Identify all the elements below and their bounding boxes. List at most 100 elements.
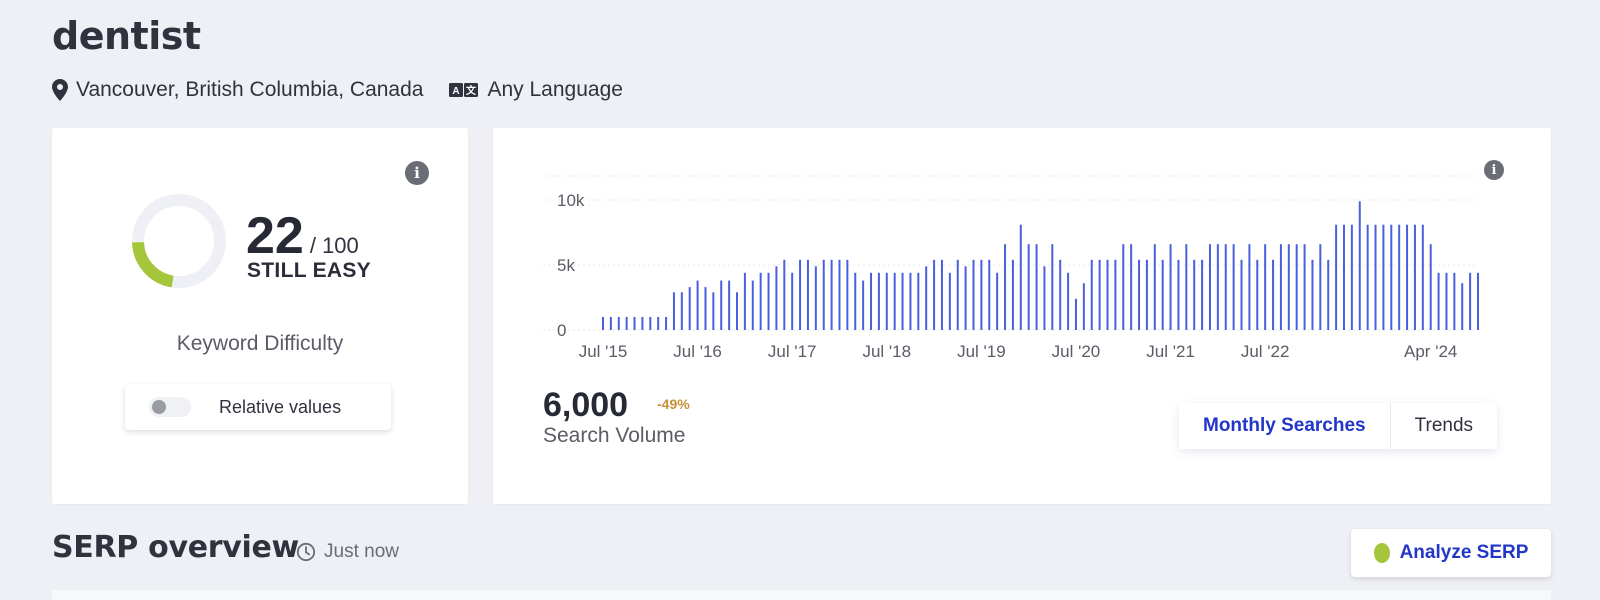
volume-bar[interactable] xyxy=(1335,224,1338,330)
volume-bar[interactable] xyxy=(657,317,660,330)
volume-bar[interactable] xyxy=(1437,272,1440,330)
volume-bar[interactable] xyxy=(1153,244,1156,330)
volume-bar[interactable] xyxy=(743,272,746,330)
volume-bar[interactable] xyxy=(1311,259,1314,330)
volume-bar[interactable] xyxy=(696,280,699,330)
volume-bar[interactable] xyxy=(1342,224,1345,330)
volume-bar[interactable] xyxy=(1161,259,1164,330)
volume-bar[interactable] xyxy=(1027,244,1030,330)
volume-bar[interactable] xyxy=(767,272,770,330)
volume-bar[interactable] xyxy=(609,317,612,330)
volume-bar[interactable] xyxy=(688,287,691,330)
volume-bar[interactable] xyxy=(649,317,652,330)
volume-bar[interactable] xyxy=(909,272,912,330)
volume-bar[interactable] xyxy=(1445,272,1448,330)
volume-bar[interactable] xyxy=(1019,224,1022,330)
volume-bar[interactable] xyxy=(1138,259,1141,330)
volume-bar[interactable] xyxy=(996,272,999,330)
volume-bar[interactable] xyxy=(806,259,809,330)
volume-bar[interactable] xyxy=(1177,259,1180,330)
volume-bar[interactable] xyxy=(1145,259,1148,330)
volume-bar[interactable] xyxy=(1319,244,1322,330)
volume-bar[interactable] xyxy=(1453,272,1456,330)
volume-bar[interactable] xyxy=(893,272,896,330)
volume-bar[interactable] xyxy=(956,259,959,330)
volume-bar[interactable] xyxy=(602,317,604,330)
volume-bar[interactable] xyxy=(783,259,786,330)
volume-bar[interactable] xyxy=(1421,224,1424,330)
volume-bar[interactable] xyxy=(1429,244,1432,330)
volume-bar[interactable] xyxy=(1106,259,1109,330)
volume-bar[interactable] xyxy=(775,266,778,330)
tab-trends[interactable]: Trends xyxy=(1390,403,1498,449)
relative-values-toggle[interactable]: Relative values xyxy=(125,384,391,430)
volume-bar[interactable] xyxy=(1090,259,1093,330)
volume-bar[interactable] xyxy=(1201,259,1204,330)
volume-bar[interactable] xyxy=(672,292,675,330)
volume-bar[interactable] xyxy=(1358,201,1361,330)
volume-bar[interactable] xyxy=(1461,283,1464,330)
volume-bar[interactable] xyxy=(948,272,951,330)
volume-bar[interactable] xyxy=(1295,244,1298,330)
tab-monthly-searches[interactable]: Monthly Searches xyxy=(1179,403,1391,449)
volume-bar[interactable] xyxy=(1264,244,1267,330)
info-icon[interactable]: i xyxy=(1484,160,1504,180)
volume-bar[interactable] xyxy=(1398,224,1401,330)
volume-bar[interactable] xyxy=(736,292,739,330)
volume-bar[interactable] xyxy=(885,272,888,330)
volume-bar[interactable] xyxy=(822,259,825,330)
volume-bar[interactable] xyxy=(1469,272,1472,330)
volume-bar[interactable] xyxy=(917,272,920,330)
volume-bar[interactable] xyxy=(799,259,802,330)
volume-bar[interactable] xyxy=(1390,224,1393,330)
volume-bar[interactable] xyxy=(862,280,865,330)
volume-bar[interactable] xyxy=(1035,244,1038,330)
volume-bar[interactable] xyxy=(1248,244,1251,330)
volume-bar[interactable] xyxy=(1272,259,1275,330)
volume-bar[interactable] xyxy=(972,259,975,330)
volume-bar[interactable] xyxy=(625,317,628,330)
volume-bar[interactable] xyxy=(633,317,636,330)
volume-bar[interactable] xyxy=(1256,259,1259,330)
volume-bar[interactable] xyxy=(1122,244,1125,330)
volume-bar[interactable] xyxy=(1169,244,1172,330)
volume-bar[interactable] xyxy=(1477,272,1479,330)
volume-bar[interactable] xyxy=(870,272,873,330)
volume-bar[interactable] xyxy=(1303,244,1306,330)
volume-bar[interactable] xyxy=(1082,283,1085,330)
volume-bar[interactable] xyxy=(1011,259,1014,330)
volume-bar[interactable] xyxy=(712,292,715,330)
volume-bar[interactable] xyxy=(1051,244,1054,330)
volume-bar[interactable] xyxy=(1382,224,1385,330)
volume-bar[interactable] xyxy=(1240,259,1243,330)
volume-bar[interactable] xyxy=(1327,259,1330,330)
volume-bar[interactable] xyxy=(1114,259,1117,330)
volume-bar[interactable] xyxy=(901,272,904,330)
volume-bar[interactable] xyxy=(830,259,833,330)
volume-bar[interactable] xyxy=(1374,224,1377,330)
analyze-serp-button[interactable]: Analyze SERP xyxy=(1351,529,1551,577)
volume-bar[interactable] xyxy=(846,259,849,330)
volume-bar[interactable] xyxy=(720,280,723,330)
volume-bar[interactable] xyxy=(617,317,620,330)
volume-bar[interactable] xyxy=(665,317,668,330)
volume-bar[interactable] xyxy=(1067,272,1070,330)
volume-bar[interactable] xyxy=(1287,244,1290,330)
volume-bar[interactable] xyxy=(980,259,983,330)
volume-bar[interactable] xyxy=(1004,244,1007,330)
volume-bar[interactable] xyxy=(877,272,880,330)
volume-bar[interactable] xyxy=(1224,244,1227,330)
volume-bar[interactable] xyxy=(704,287,707,330)
volume-bar[interactable] xyxy=(925,266,928,330)
volume-bar[interactable] xyxy=(1130,244,1133,330)
volume-bar[interactable] xyxy=(791,272,794,330)
toggle-switch[interactable] xyxy=(149,397,191,417)
volume-bar[interactable] xyxy=(1059,259,1062,330)
volume-bar[interactable] xyxy=(1406,224,1409,330)
volume-bar[interactable] xyxy=(728,280,731,330)
volume-bar[interactable] xyxy=(933,259,936,330)
volume-bar[interactable] xyxy=(751,280,754,330)
volume-bar[interactable] xyxy=(1098,259,1101,330)
volume-bar[interactable] xyxy=(641,317,644,330)
volume-bar[interactable] xyxy=(838,259,841,330)
